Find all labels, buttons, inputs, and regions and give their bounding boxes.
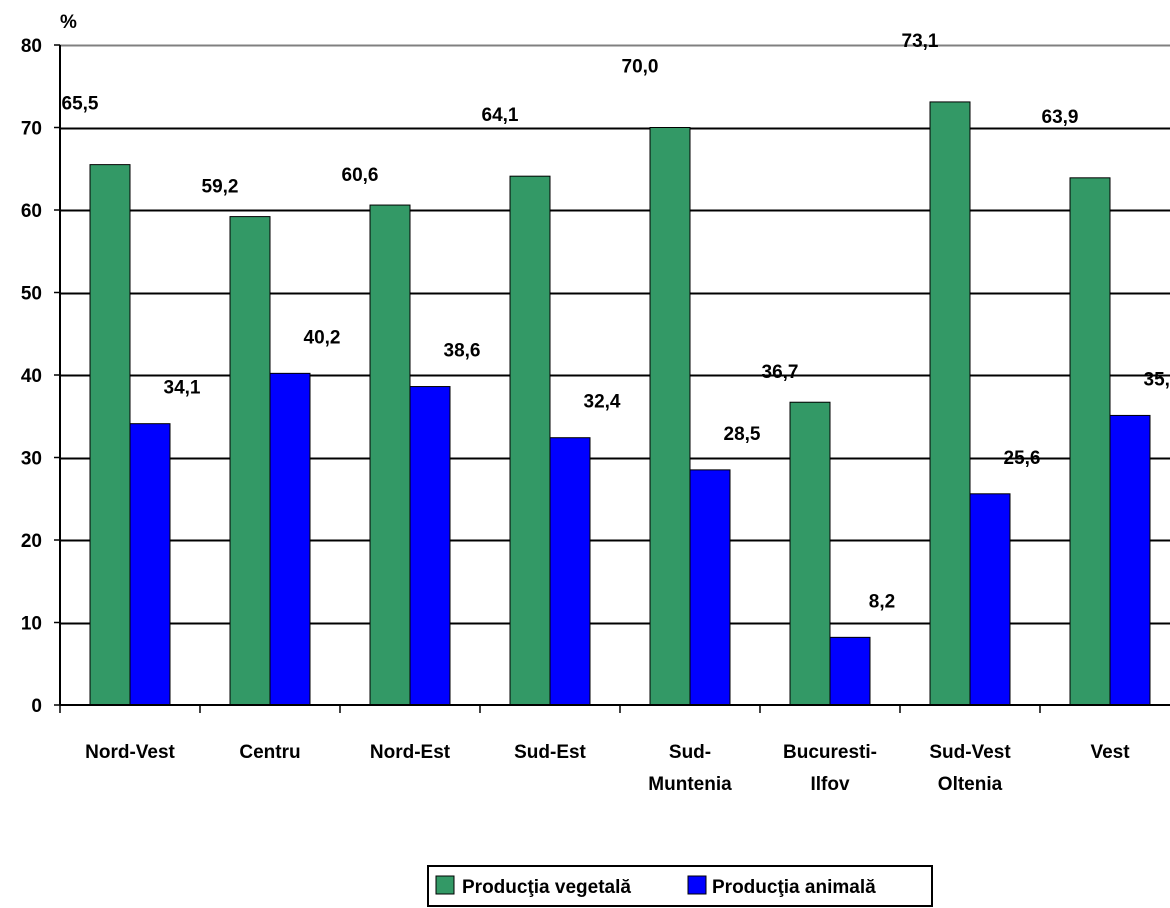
y-axis-label: %: [60, 12, 77, 33]
data-label: 70,0: [622, 57, 659, 78]
y-tick-label: 0: [31, 696, 42, 717]
x-tick-label: Muntenia: [648, 774, 732, 795]
x-tick-label: Nord-Vest: [85, 742, 175, 763]
x-tick-label: Oltenia: [938, 774, 1003, 795]
y-tick-label: 50: [21, 284, 42, 305]
bar: [649, 127, 691, 706]
bar: [369, 204, 411, 706]
x-tick-label: Ilfov: [810, 774, 849, 795]
bar: [1069, 177, 1111, 706]
data-label: 35,1: [1144, 369, 1170, 390]
data-label: 63,9: [1042, 107, 1079, 128]
bar: [269, 372, 311, 706]
legend-swatch: [435, 875, 455, 895]
bar: [1109, 414, 1151, 706]
x-tick-label: Sud-Vest: [929, 742, 1011, 763]
data-label: 28,5: [724, 424, 761, 445]
legend-label: Producţia vegetală: [462, 877, 631, 898]
data-label: 25,6: [1004, 448, 1041, 469]
bar: [89, 164, 131, 706]
y-tick-label: 10: [21, 614, 42, 635]
bar: [689, 469, 731, 706]
bar: [789, 401, 831, 706]
bar: [549, 437, 591, 706]
y-tick-label: 60: [21, 201, 42, 222]
data-label: 36,7: [762, 362, 799, 383]
bar: [929, 101, 971, 706]
data-label: 38,6: [444, 341, 481, 362]
data-label: 64,1: [482, 105, 519, 126]
y-tick-label: 30: [21, 449, 42, 470]
x-tick-label: Sud-Est: [514, 742, 586, 763]
legend-label: Producţia animală: [712, 877, 876, 898]
bar: [969, 493, 1011, 706]
y-tick-label: 20: [21, 531, 42, 552]
data-label: 40,2: [304, 327, 341, 348]
x-tick-label: Nord-Est: [370, 742, 451, 763]
x-tick-label: Vest: [1090, 742, 1130, 763]
bar: [129, 423, 171, 706]
data-label: 60,6: [342, 165, 379, 186]
bar: [509, 175, 551, 706]
y-tick-label: 70: [21, 119, 42, 140]
y-tick-label: 40: [21, 366, 42, 387]
x-tick-label: Sud-: [669, 742, 711, 763]
legend-box: [427, 865, 933, 907]
y-tick-label: 80: [21, 36, 42, 57]
x-tick-label: Centru: [239, 742, 300, 763]
bar: [409, 386, 451, 706]
legend-swatch: [687, 875, 707, 895]
data-label: 73,1: [902, 31, 939, 52]
data-label: 59,2: [202, 177, 239, 198]
data-label: 65,5: [62, 94, 99, 115]
data-label: 34,1: [164, 378, 201, 399]
data-label: 8,2: [869, 591, 895, 612]
x-tick-label: Bucuresti-: [783, 742, 877, 763]
bar: [229, 216, 271, 706]
data-label: 32,4: [584, 392, 621, 413]
bar: [829, 636, 871, 706]
